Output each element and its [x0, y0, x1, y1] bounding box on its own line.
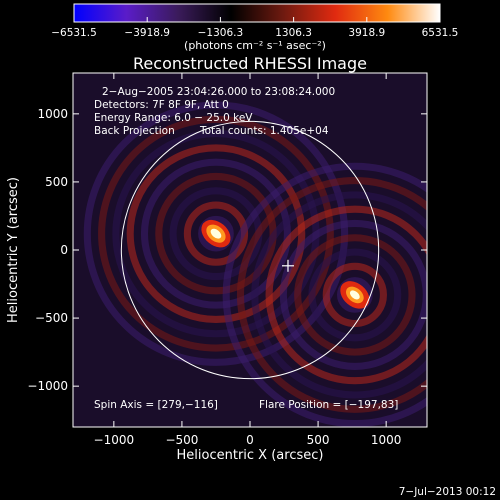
colorbar-tick-label: 1306.3 — [275, 27, 312, 39]
fringe-ring — [279, 219, 427, 370]
plot-timestamp: 7−Jul−2013 00:12 — [399, 486, 496, 498]
x-tick-label: 0 — [246, 433, 254, 447]
colorbar-unit-label: (photons cm⁻² s⁻¹ asec⁻²) — [184, 39, 326, 52]
y-tick-label: 0 — [60, 243, 68, 257]
axis-ticks: −1000 −500 0 500 1000 −1000 −500 0 500 1000 — [27, 73, 427, 447]
y-tick-label: 1000 — [37, 107, 68, 121]
flare-position-label: Flare Position = [−197,83] — [259, 399, 398, 411]
x-tick-label: 1000 — [371, 433, 402, 447]
back-projection-pattern — [83, 101, 427, 427]
fringe-ring — [294, 234, 416, 356]
solar-limb-circle — [120, 120, 380, 380]
y-tick-label: −1000 — [27, 379, 68, 393]
fringe-ring — [308, 248, 402, 342]
x-tick-label: −1000 — [94, 433, 135, 447]
colorbar-tick-label: −6531.5 — [51, 27, 97, 39]
colorbar-tick-label: −3918.9 — [124, 27, 170, 39]
info-line-algorithm: Back Projection — [94, 125, 175, 137]
fringe-ring — [198, 215, 234, 252]
colorbar — [73, 3, 441, 23]
y-axis-label: Heliocentric Y (arcsec) — [6, 177, 21, 323]
flare-sources — [201, 219, 370, 309]
info-line-detectors: Detectors: 7F 8F 9F, Att 0 — [94, 99, 229, 111]
y-tick-label: 500 — [45, 175, 68, 189]
y-tick-label: −500 — [35, 311, 68, 325]
colorbar-tick-label: −1306.3 — [198, 27, 244, 39]
chart-title: Reconstructed RHESSI Image — [133, 54, 367, 73]
info-line-energy: Energy Range: 6.0 − 25.0 keV — [94, 112, 253, 124]
image-area — [73, 73, 427, 427]
fringe-ring — [222, 162, 427, 427]
colorbar-ticks: −6531.5 −3918.9 −1306.3 1306.3 3918.9 6531.5 — [51, 17, 458, 39]
fringe-ring — [126, 144, 306, 323]
colorbar-tick-label: 6531.5 — [422, 27, 459, 39]
x-axis-label: Heliocentric X (arcsec) — [177, 448, 324, 463]
fringe-ring — [337, 277, 373, 313]
fringe-ring — [83, 101, 349, 366]
spin-axis-label: Spin Axis = [279,−116] — [94, 399, 218, 411]
info-line-time: 2−Aug−2005 23:04:26.000 to 23:08:24.000 — [102, 86, 335, 98]
fringe-ring — [251, 191, 427, 399]
fringe-ring — [236, 177, 427, 413]
flare-source-core — [349, 290, 360, 300]
fringe-ring — [265, 205, 427, 385]
fringe-ring — [322, 262, 387, 328]
fringe-ring — [98, 115, 334, 352]
x-tick-label: −500 — [165, 433, 198, 447]
spin-axis-marker — [281, 259, 294, 272]
fringe-ring — [140, 158, 291, 309]
colorbar-tick-label: 3918.9 — [348, 27, 385, 39]
flare-source-core — [210, 228, 222, 239]
info-total-counts: Total counts: 1.405e+04 — [199, 125, 329, 137]
x-tick-label: 500 — [307, 433, 330, 447]
